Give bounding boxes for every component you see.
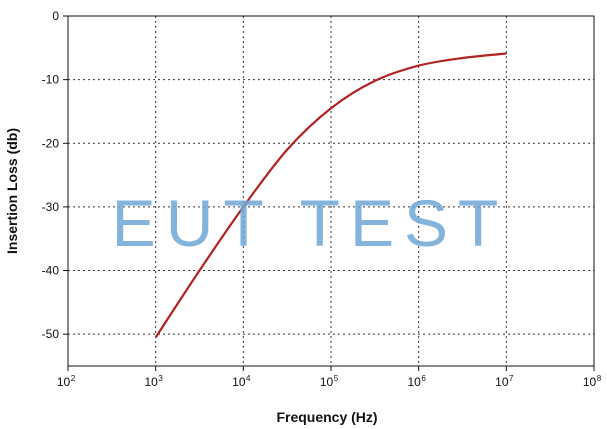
- y-axis-title: Insertion Loss (db): [4, 128, 20, 254]
- y-tick-label: -20: [42, 136, 60, 150]
- x-tick-label: 108: [583, 374, 602, 389]
- data-point: [374, 80, 376, 82]
- series-layer: [154, 52, 507, 339]
- y-tick-label: 0: [52, 9, 59, 23]
- x-tick-label: 106: [408, 374, 427, 389]
- data-point: [155, 336, 157, 338]
- y-tick-label: -30: [42, 200, 60, 214]
- x-tick-label: 103: [145, 374, 164, 389]
- x-tick-label: 104: [232, 374, 251, 389]
- x-tick-label: 102: [57, 374, 76, 389]
- data-point: [461, 57, 464, 59]
- data-point: [505, 52, 507, 55]
- data-point: [242, 206, 244, 208]
- watermark-text: EUT TEST: [112, 186, 509, 260]
- y-axis-ticks: 0 -10 -20 -30 -40 -50: [42, 9, 68, 341]
- y-tick-label: -10: [42, 73, 60, 87]
- y-tick-label: -50: [42, 327, 60, 341]
- data-point: [198, 269, 201, 272]
- x-axis-ticks: 102 103 104 105 106 107 108: [57, 366, 602, 389]
- data-point: [330, 107, 332, 109]
- x-tick-label: 105: [320, 374, 339, 389]
- series-line: [154, 52, 507, 339]
- x-axis-title: Frequency (Hz): [276, 409, 377, 425]
- x-tick-label: 107: [495, 374, 514, 389]
- data-point: [418, 65, 420, 67]
- grid: [68, 16, 594, 366]
- y-tick-label: -40: [42, 264, 60, 278]
- data-point: [286, 149, 288, 151]
